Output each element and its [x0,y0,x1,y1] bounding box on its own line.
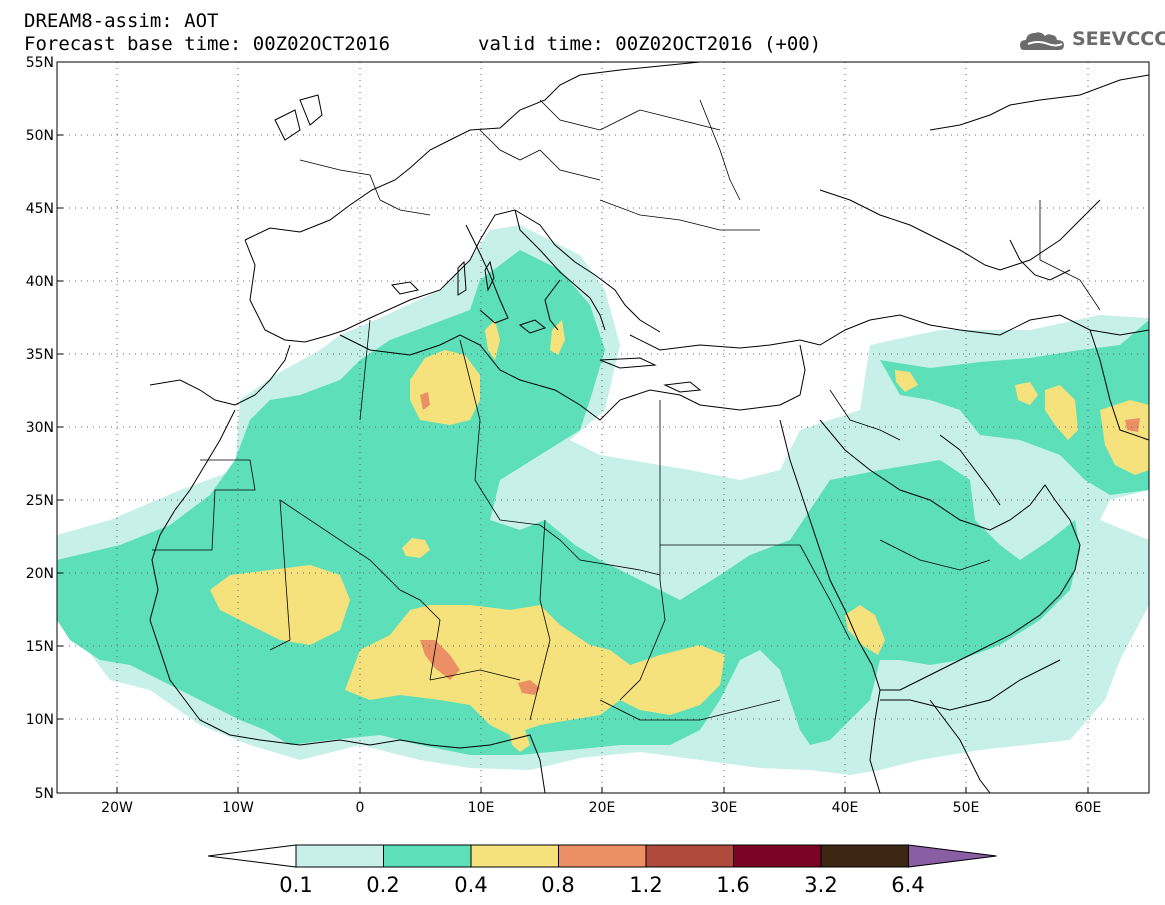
coastlines [149,62,1149,793]
lat-label: 25N [26,493,54,509]
islands [274,94,702,393]
lon-label: 20W [101,800,133,816]
longitude-labels: 20W 10W 0 10E 20E 30E 40E 50E 60E [101,800,1101,816]
lat-label: 10N [26,712,54,728]
lat-label: 5N [35,786,54,802]
lat-label: 35N [26,347,54,363]
valid-time: valid time: 00Z02OCT2016 (+00) [478,33,822,55]
aot-contours [57,62,1149,793]
lon-label: 10W [222,800,254,816]
lat-label: 40N [26,274,54,290]
lon-label: 30E [711,800,738,816]
axis-ticks [57,61,1089,794]
aot-band-0.4 [210,320,1149,752]
latitude-labels: 55N 50N 45N 40N 35N 30N 25N 20N 15N 10N … [26,55,54,802]
lon-label: 20E [589,800,616,816]
lon-label: 50E [953,800,980,816]
lon-label: 60E [1075,800,1102,816]
lat-label: 55N [26,55,54,71]
logo-text: SEEVCCC [1072,28,1165,50]
country-borders [152,99,1101,721]
cloud-logo-icon [1020,32,1064,50]
lat-label: 45N [26,201,54,217]
map-title: DREAM8-assim: AOT [24,10,219,32]
lat-label: 15N [26,639,54,655]
lon-label: 0 [356,800,365,816]
forecast-base-time: Forecast base time: 00Z02OCT2016 [24,33,391,55]
lat-label: 50N [26,128,54,144]
aot-band-0.8 [420,392,1140,695]
lat-label: 30N [26,420,54,436]
lat-label: 20N [26,566,54,582]
lon-label: 10E [468,800,495,816]
lon-label: 40E [832,800,859,816]
